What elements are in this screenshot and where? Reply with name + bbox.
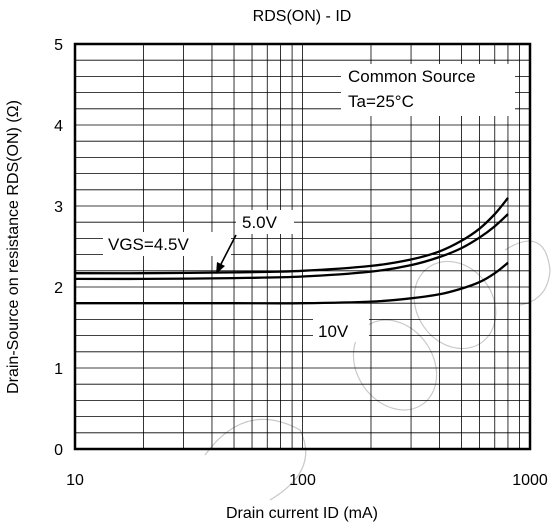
series-curve-0 bbox=[74, 197, 509, 275]
plot-frame bbox=[73, 42, 532, 451]
series-curves bbox=[74, 197, 509, 305]
y-tick-labels: 0 1 2 3 4 5 bbox=[54, 37, 63, 459]
x-axis-label: Drain current ID (mA) bbox=[226, 505, 378, 522]
y-tick-label: 5 bbox=[54, 37, 63, 54]
series-curve-2 bbox=[75, 261, 509, 305]
label-pointer-arrowhead bbox=[216, 262, 225, 274]
annotation-box bbox=[341, 64, 515, 116]
series-label-vgs-4-5v: VGS=4.5V bbox=[108, 235, 189, 254]
x-tick-labels: 10 100 1000 bbox=[66, 472, 548, 489]
chart-title: RDS(ON) - ID bbox=[253, 8, 352, 25]
series-label-5-0v: 5.0V bbox=[242, 213, 278, 232]
series-label-bg-5v bbox=[236, 210, 294, 234]
x-tick-label: 1000 bbox=[512, 472, 548, 489]
y-tick-label: 2 bbox=[54, 280, 63, 297]
annotation-line-1: Common Source bbox=[348, 67, 476, 86]
x-tick-label: 100 bbox=[289, 472, 316, 489]
series-label-bg-10v bbox=[313, 318, 369, 342]
annotation-line-2: Ta=25°C bbox=[348, 92, 414, 111]
x-tick-label: 10 bbox=[66, 472, 84, 489]
y-tick-label: 4 bbox=[54, 118, 63, 135]
y-tick-label: 3 bbox=[54, 199, 63, 216]
series-curve-1 bbox=[74, 213, 509, 281]
series-label-10v: 10V bbox=[318, 322, 349, 341]
y-tick-label: 0 bbox=[54, 442, 63, 459]
y-axis-label: Drain-Source on resistance RDS(ON) (Ω) bbox=[5, 100, 22, 394]
y-tick-label: 1 bbox=[54, 361, 63, 378]
series-label-bg-4-5v bbox=[103, 232, 231, 256]
label-pointer-line bbox=[219, 234, 237, 267]
watermark bbox=[204, 240, 551, 501]
